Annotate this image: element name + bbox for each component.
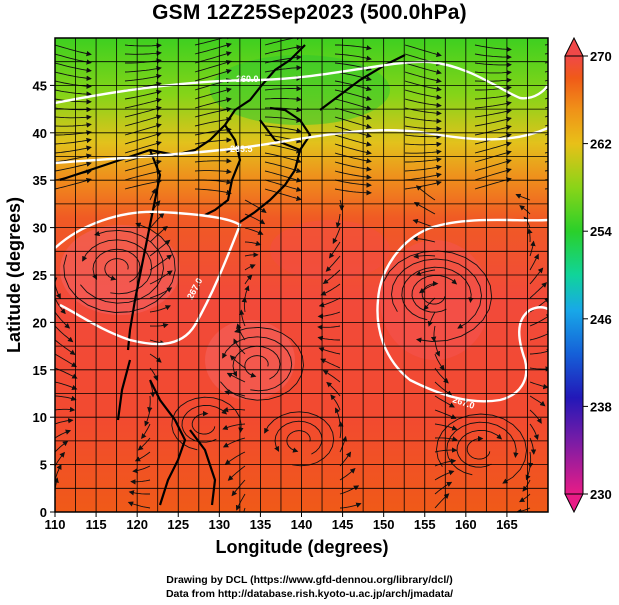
colorbar-label: 254 xyxy=(590,224,612,239)
x-tick-label: 120 xyxy=(126,517,148,532)
y-tick-label: 5 xyxy=(40,458,47,473)
x-tick-label: 145 xyxy=(332,517,354,532)
x-tick-label: 140 xyxy=(291,517,313,532)
y-tick-label: 30 xyxy=(33,221,47,236)
colorbar-label: 238 xyxy=(590,399,612,414)
x-tick-label: 155 xyxy=(414,517,436,532)
x-tick-label: 160 xyxy=(455,517,477,532)
y-tick-label: 20 xyxy=(33,315,47,330)
y-axis-title: Latitude (degrees) xyxy=(4,197,24,353)
y-tick-label: 10 xyxy=(33,410,47,425)
credit-drawing: Drawing by DCL (https://www.gfd-dennou.o… xyxy=(166,574,453,586)
y-tick-label: 40 xyxy=(33,126,47,141)
credit-data: Data from http://database.rish.kyoto-u.a… xyxy=(165,588,454,600)
colorbar-label: 230 xyxy=(590,487,612,502)
y-tick-label: 25 xyxy=(33,268,47,283)
map-grid xyxy=(55,38,548,512)
x-tick-label: 110 xyxy=(45,517,66,532)
colorbar-label: 246 xyxy=(590,312,612,327)
x-tick-label: 115 xyxy=(86,517,107,532)
x-tick-label: 150 xyxy=(373,517,395,532)
x-tick-label: 165 xyxy=(496,517,518,532)
x-axis-title: Longitude (degrees) xyxy=(215,537,388,557)
y-tick-label: 45 xyxy=(33,78,47,93)
contour-label-1: 260.0 xyxy=(236,74,259,84)
figure-title: GSM 12Z25Sep2023 (500.0hPa) xyxy=(152,1,467,24)
colorbar-bottom-arrow xyxy=(564,493,584,514)
y-tick-label: 35 xyxy=(33,173,47,188)
colorbar-label: 270 xyxy=(590,49,612,64)
y-axis-ticks: 0 5 10 15 20 25 30 35 40 45 xyxy=(33,78,55,520)
colorbar-label: 262 xyxy=(590,137,612,152)
x-axis-ticks: 110 115 120 125 130 135 140 145 150 155 160 165 xyxy=(45,512,518,532)
y-tick-label: 15 xyxy=(33,363,47,378)
x-tick-label: 130 xyxy=(208,517,230,532)
x-tick-label: 135 xyxy=(250,517,272,532)
contour-label-2: 263.5 xyxy=(230,144,253,154)
colorbar-scale xyxy=(564,55,584,495)
colorbar: 270 262 254 246 238 230 xyxy=(564,36,612,514)
y-tick-label: 0 xyxy=(40,505,47,520)
x-tick-label: 125 xyxy=(167,517,189,532)
colorbar-top-arrow xyxy=(564,36,584,57)
